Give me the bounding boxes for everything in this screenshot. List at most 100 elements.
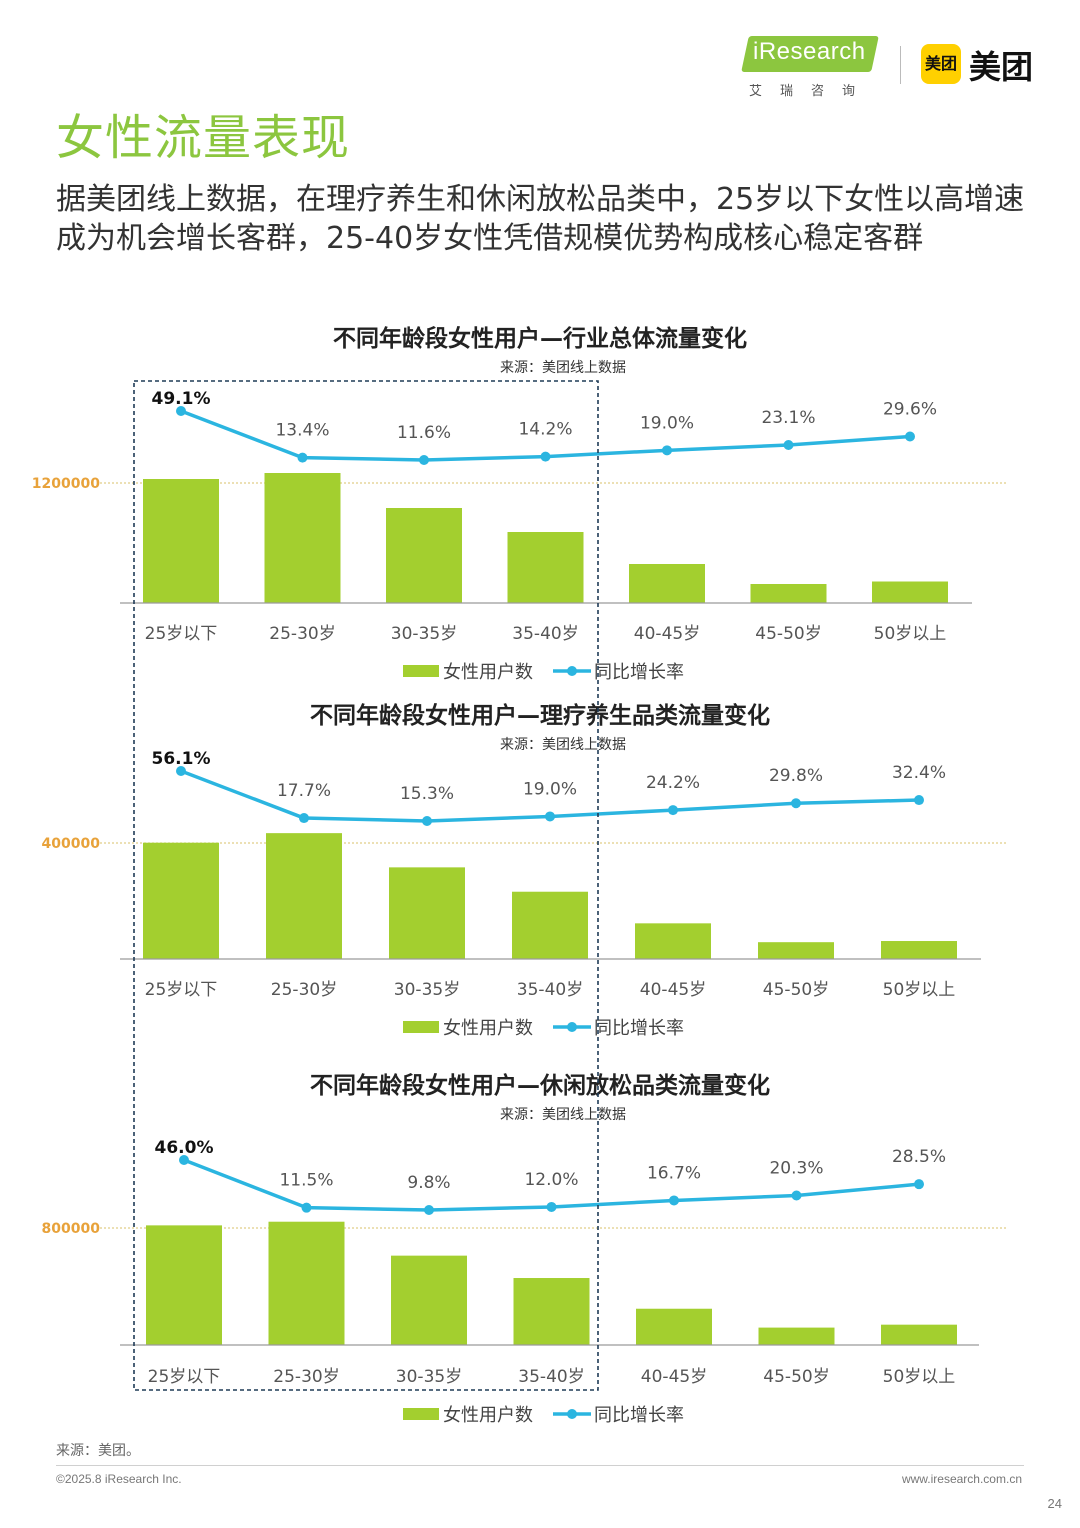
category-label: 30-35岁: [396, 1367, 462, 1387]
growth-label: 17.7%: [277, 781, 331, 801]
category-label: 25岁以下: [148, 1367, 221, 1387]
growth-point-1: [176, 406, 186, 416]
chart-title: 不同年龄段女性用户—理疗养生品类流量变化: [310, 702, 770, 729]
page-subtitle: 据美团线上数据，在理疗养生和休闲放松品类中，25岁以下女性以高增速成为机会增长客…: [56, 182, 1025, 256]
bar-5: [635, 923, 711, 959]
legend-bar-swatch: [403, 1021, 439, 1033]
chart-source: 来源：美团线上数据: [500, 1107, 626, 1123]
iresearch-logo-text: iResearch: [753, 38, 866, 65]
category-label: 50岁以上: [883, 980, 956, 1000]
legend-bar-swatch: [403, 665, 439, 677]
bar-6: [758, 1327, 835, 1345]
category-label: 25岁以下: [145, 624, 218, 644]
growth-label: 12.0%: [524, 1170, 578, 1190]
category-label: 45-50岁: [755, 624, 821, 644]
legend-bar-label: 女性用户数: [443, 1405, 533, 1426]
growth-point-5: [669, 1195, 679, 1206]
growth-label: 29.6%: [883, 399, 937, 419]
bar-4: [513, 1278, 590, 1345]
growth-label: 23.1%: [761, 408, 815, 428]
bar-1: [143, 479, 219, 603]
chart-source: 来源：美团线上数据: [500, 737, 626, 753]
legend-line-marker: [567, 1022, 577, 1032]
category-label: 40-45岁: [634, 624, 700, 644]
bar-7: [881, 1324, 957, 1345]
category-label: 25-30岁: [269, 624, 335, 644]
footer-copyright: ©2025.8 iResearch Inc.: [56, 1472, 182, 1486]
category-label: 25-30岁: [271, 980, 337, 1000]
bar-2: [266, 833, 342, 959]
chart-legend: 女性用户数 同比增长率: [403, 1018, 684, 1039]
growth-label: 11.6%: [397, 423, 451, 443]
growth-point-4: [540, 451, 551, 462]
growth-point-3: [422, 816, 432, 826]
growth-label: 15.3%: [400, 784, 454, 804]
growth-label: 20.3%: [769, 1158, 823, 1178]
category-label: 40-45岁: [641, 1367, 707, 1387]
bar-4: [507, 532, 584, 603]
category-label: 25-30岁: [273, 1367, 339, 1387]
growth-label: 29.8%: [769, 766, 823, 786]
growth-point-3: [424, 1205, 434, 1215]
bar-3: [389, 867, 465, 959]
legend-line-marker: [567, 666, 577, 676]
category-label: 50岁以上: [874, 624, 947, 644]
bar-2: [264, 473, 341, 603]
reference-line-label: 800000: [42, 1221, 101, 1237]
legend-line-marker: [567, 1409, 577, 1419]
bar-4: [512, 891, 588, 959]
chart-legend: 女性用户数 同比增长率: [403, 662, 684, 683]
category-label: 35-40岁: [517, 980, 583, 1000]
bar-6: [750, 584, 827, 603]
legend-line-label: 同比增长率: [594, 1405, 684, 1426]
bar-1: [143, 842, 219, 959]
footer-source: 来源：美团。: [56, 1443, 140, 1459]
footer-url: www.iresearch.com.cn: [901, 1472, 1022, 1486]
reference-line-label: 400000: [42, 836, 101, 852]
bar-7: [881, 941, 957, 959]
growth-point-4: [546, 1201, 557, 1212]
growth-point-7: [914, 795, 924, 806]
logo-divider: [900, 46, 901, 84]
growth-point-7: [905, 431, 915, 442]
meituan-logo-text: 美团: [969, 48, 1034, 86]
growth-label: 13.4%: [275, 421, 329, 441]
chart-legend: 女性用户数 同比增长率: [403, 1405, 684, 1426]
growth-label: 16.7%: [647, 1163, 701, 1183]
bar-5: [629, 564, 705, 603]
growth-point-2: [299, 813, 309, 824]
growth-label: 56.1%: [152, 749, 211, 769]
growth-label: 14.2%: [518, 420, 572, 440]
growth-label: 9.8%: [407, 1173, 450, 1193]
legend-bar-label: 女性用户数: [443, 1018, 533, 1039]
chart-title: 不同年龄段女性用户—休闲放松品类流量变化: [310, 1072, 770, 1099]
legend-line-label: 同比增长率: [594, 662, 684, 683]
growth-point-3: [419, 455, 429, 465]
growth-label: 46.0%: [155, 1138, 214, 1158]
growth-label: 19.0%: [523, 779, 577, 799]
category-label: 30-35岁: [394, 980, 460, 1000]
growth-label: 11.5%: [279, 1171, 333, 1191]
growth-point-6: [791, 1190, 802, 1201]
meituan-logo-badge: 美团: [921, 44, 961, 84]
bar-2: [268, 1221, 345, 1345]
growth-point-7: [914, 1179, 924, 1190]
category-label: 25岁以下: [145, 980, 218, 1000]
growth-point-2: [301, 1202, 312, 1213]
growth-label: 49.1%: [152, 389, 211, 409]
bar-3: [391, 1255, 467, 1345]
category-label: 45-50岁: [763, 1367, 829, 1387]
category-label: 50岁以上: [883, 1367, 956, 1387]
growth-point-6: [783, 439, 794, 450]
highlight-box: [133, 380, 599, 1391]
category-label: 45-50岁: [763, 980, 829, 1000]
chart-title: 不同年龄段女性用户—行业总体流量变化: [333, 325, 747, 352]
footer-divider: [56, 1465, 1024, 1466]
legend-line-label: 同比增长率: [594, 1018, 684, 1039]
growth-point-5: [668, 805, 678, 816]
iresearch-logo-cn: 艾瑞咨询: [749, 84, 874, 99]
